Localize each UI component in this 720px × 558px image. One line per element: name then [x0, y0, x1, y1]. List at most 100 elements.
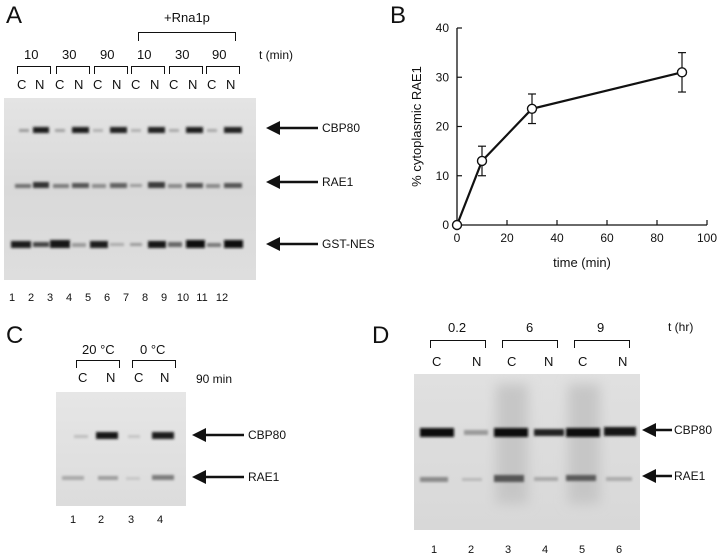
temp-label-c-2: 0 °C	[140, 342, 166, 357]
cn-label-a-10: N	[188, 77, 198, 92]
time-label-a-6: 90	[212, 47, 227, 62]
arrow-cbp80-d: CBP80	[642, 423, 712, 437]
cn-label-c-3: C	[134, 370, 144, 385]
time-label-a-5: 30	[175, 47, 190, 62]
y-tick-label: 30	[436, 70, 450, 84]
lane-number-a-5: 5	[84, 292, 92, 304]
time-label-a-1: 10	[24, 47, 39, 62]
cn-label-a-2: N	[35, 77, 45, 92]
arrow-gstnes-a: GST-NES	[266, 237, 375, 251]
y-tick-label: 10	[436, 169, 450, 183]
band-label-rae1-d: RAE1	[674, 469, 706, 483]
lane-number-a-10: 10	[176, 292, 190, 304]
lane-number-d-6: 6	[615, 544, 623, 556]
arrow-rae1-c: RAE1	[192, 470, 279, 484]
time-unit-label-a: t (min)	[259, 48, 293, 62]
cn-label-d-4: N	[544, 354, 554, 369]
cn-label-a-8: N	[150, 77, 160, 92]
cn-label-d-5: C	[578, 354, 588, 369]
time-label-a-4: 10	[137, 47, 152, 62]
lane-number-a-4: 4	[65, 292, 73, 304]
time-label-a-2: 30	[62, 47, 77, 62]
y-tick-label: 20	[436, 120, 450, 134]
bracket-a-5	[169, 66, 203, 74]
rna1p-bracket	[138, 32, 236, 41]
lane-number-a-7: 7	[122, 292, 130, 304]
y-axis-label: % cytoplasmic RAE1	[409, 66, 424, 187]
lane-number-d-4: 4	[541, 544, 549, 556]
data-point	[451, 219, 463, 231]
gel-c	[56, 392, 186, 506]
cn-label-c-1: C	[78, 370, 88, 385]
lane-number-a-1: 1	[8, 292, 16, 304]
lane-number-d-1: 1	[430, 544, 438, 556]
time-label-d-3: 9	[597, 320, 605, 335]
arrow-cbp80-a: CBP80	[266, 121, 360, 135]
rna1p-label: +Rna1p	[164, 10, 210, 25]
x-axis-label: time (min)	[553, 255, 611, 270]
band-label-rae1-c: RAE1	[248, 470, 280, 484]
data-point	[526, 103, 538, 114]
cn-label-d-3: C	[507, 354, 517, 369]
cn-label-c-4: N	[160, 370, 170, 385]
cn-label-a-9: C	[169, 77, 179, 92]
data-point	[476, 155, 488, 167]
lane-number-a-8: 8	[141, 292, 149, 304]
arrow-rae1-a: RAE1	[266, 175, 353, 189]
cn-label-a-12: N	[226, 77, 236, 92]
arrow-icon	[192, 470, 244, 484]
cn-label-a-3: C	[55, 77, 65, 92]
lane-number-a-12: 12	[215, 292, 229, 304]
arrow-icon	[266, 121, 318, 135]
x-tick-label: 80	[650, 231, 664, 245]
time-label-d-1: 0.2	[448, 320, 467, 335]
gel-a	[4, 98, 256, 280]
lane-number-a-9: 9	[160, 292, 168, 304]
bracket-a-2	[56, 66, 90, 74]
lane-number-a-3: 3	[46, 292, 54, 304]
bracket-d-2	[502, 340, 558, 348]
cn-label-a-5: C	[93, 77, 103, 92]
bracket-d-3	[574, 340, 630, 348]
lane-number-d-2: 2	[467, 544, 475, 556]
arrow-icon	[266, 175, 318, 189]
arrow-icon	[192, 428, 244, 442]
panel-d-letter: D	[372, 322, 390, 349]
band-label-cbp80-a: CBP80	[322, 121, 361, 135]
cn-label-a-4: N	[74, 77, 84, 92]
bracket-a-6	[206, 66, 240, 74]
lane-number-c-3: 3	[127, 514, 135, 526]
cn-label-a-1: C	[17, 77, 27, 92]
cn-label-d-6: N	[618, 354, 628, 369]
lane-number-c-1: 1	[69, 514, 77, 526]
cn-label-c-2: N	[106, 370, 116, 385]
x-tick-label: 100	[697, 231, 717, 245]
band-label-rae1-a: RAE1	[322, 175, 354, 189]
panel-a-letter: A	[6, 2, 23, 29]
lane-number-a-6: 6	[103, 292, 111, 304]
arrow-icon	[642, 469, 672, 483]
x-tick-label: 20	[500, 231, 514, 245]
lane-number-a-11: 11	[196, 292, 208, 304]
lane-number-d-5: 5	[578, 544, 586, 556]
bracket-a-1	[17, 66, 51, 74]
bracket-d-1	[430, 340, 486, 348]
arrow-cbp80-c: CBP80	[192, 428, 286, 442]
band-label-cbp80-d: CBP80	[674, 423, 713, 437]
panel-c-letter: C	[6, 322, 24, 349]
cn-label-d-2: N	[472, 354, 482, 369]
cn-label-a-6: N	[112, 77, 122, 92]
panel-b-letter: B	[390, 2, 407, 29]
arrow-rae1-d: RAE1	[642, 469, 705, 483]
time-label-a-3: 90	[100, 47, 115, 62]
x-tick-label: 60	[600, 231, 614, 245]
cn-label-a-11: C	[207, 77, 217, 92]
arrow-icon	[266, 237, 318, 251]
cn-label-a-7: C	[131, 77, 141, 92]
band-label-cbp80-c: CBP80	[248, 428, 287, 442]
chart-b: 0 20 40 60 80 100 0 10 20 30 40 time (min) % cytopla…	[409, 21, 717, 270]
lane-number-c-4: 4	[156, 514, 164, 526]
y-tick-label: 40	[436, 21, 450, 35]
x-tick-label: 40	[550, 231, 564, 245]
